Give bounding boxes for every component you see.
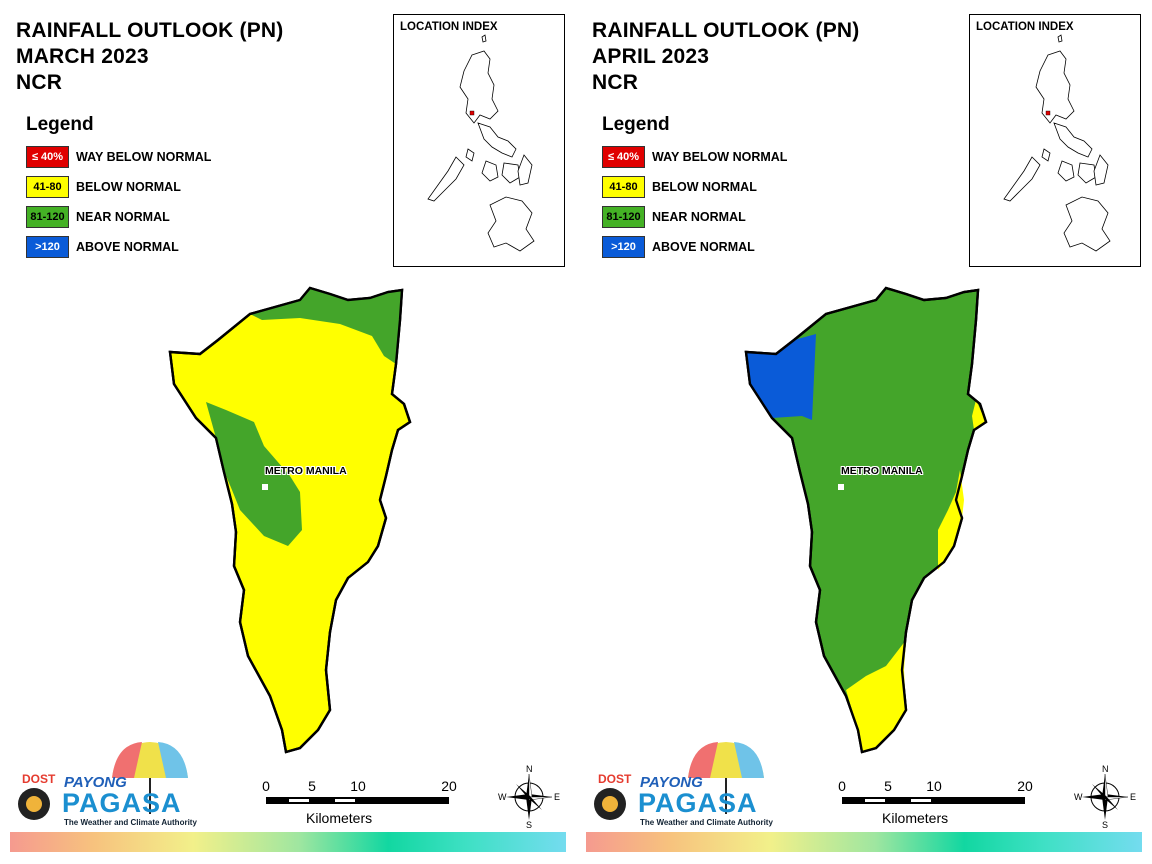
compass-w: W — [498, 792, 507, 802]
legend-label: BELOW NORMAL — [76, 180, 181, 194]
pagasa-label: PAGASA — [62, 788, 182, 818]
compass-w: W — [1074, 792, 1083, 802]
location-index-inset: LOCATION INDEX — [393, 14, 565, 267]
scale-tick: 5 — [308, 778, 316, 794]
scale-tick: 0 — [838, 778, 846, 794]
scale-bar-graphic — [842, 797, 1025, 804]
scale-tick: 0 — [262, 778, 270, 794]
map-title: RAINFALL OUTLOOK (PN) MARCH 2023 NCR — [16, 18, 283, 96]
location-index-inset: LOCATION INDEX — [969, 14, 1141, 267]
umbrella-icon — [594, 742, 764, 820]
legend-item-near: 81-120 NEAR NORMAL — [602, 206, 862, 236]
legend: Legend ≤ 40% WAY BELOW NORMAL 41-80 BELO… — [602, 114, 862, 266]
ncr-rainfall-map — [168, 286, 412, 754]
color-gradient-bar — [10, 832, 566, 852]
legend: Legend ≤ 40% WAY BELOW NORMAL 41-80 BELO… — [26, 114, 286, 266]
compass-n: N — [1102, 764, 1109, 774]
title-line-1: RAINFALL OUTLOOK (PN) — [592, 19, 860, 42]
legend-title: Legend — [602, 114, 670, 135]
location-index-title: LOCATION INDEX — [400, 21, 498, 33]
legend-swatch: ≤ 40% — [602, 146, 645, 168]
metro-manila-label: METRO MANILA — [841, 465, 923, 477]
legend-item-above: >120 ABOVE NORMAL — [26, 236, 286, 266]
scale-bar: 0 5 10 20 Kilometers — [828, 776, 1048, 831]
scale-tick: 10 — [926, 778, 942, 794]
dost-label: DOST — [22, 772, 56, 786]
title-line-1: RAINFALL OUTLOOK (PN) — [16, 19, 284, 42]
legend-swatch: >120 — [26, 236, 69, 258]
map-title: RAINFALL OUTLOOK (PN) APRIL 2023 NCR — [592, 18, 859, 96]
compass-n: N — [526, 764, 533, 774]
logo-tagline: The Weather and Climate Authority — [640, 818, 773, 827]
payong-label: PAYONG — [640, 774, 703, 791]
location-index-title: LOCATION INDEX — [976, 21, 1074, 33]
philippines-outline-map — [427, 34, 535, 252]
legend-label: NEAR NORMAL — [76, 210, 170, 224]
title-line-3: NCR — [592, 71, 639, 94]
pagasa-logo: DOST PAYONG PAGASA The Weather and Clima… — [16, 738, 197, 830]
legend-label: ABOVE NORMAL — [652, 240, 755, 254]
dost-label: DOST — [598, 772, 632, 786]
scale-unit-label: Kilometers — [882, 810, 949, 826]
map-panel-april: RAINFALL OUTLOOK (PN) APRIL 2023 NCR Leg… — [576, 0, 1152, 864]
compass-rose-icon: N S E W — [496, 764, 562, 830]
scale-tick: 20 — [441, 778, 457, 794]
scale-tick: 10 — [350, 778, 366, 794]
scale-tick: 5 — [884, 778, 892, 794]
legend-label: WAY BELOW NORMAL — [652, 150, 788, 164]
pagasa-label: PAGASA — [638, 788, 758, 818]
legend-item-way-below: ≤ 40% WAY BELOW NORMAL — [26, 146, 286, 176]
legend-swatch: 41-80 — [602, 176, 645, 198]
compass-s: S — [1102, 820, 1109, 830]
legend-label: WAY BELOW NORMAL — [76, 150, 212, 164]
legend-title: Legend — [26, 114, 94, 135]
pagasa-logo: DOST PAYONG PAGASA The Weather and Clima… — [592, 738, 773, 830]
legend-item-way-below: ≤ 40% WAY BELOW NORMAL — [602, 146, 862, 176]
color-gradient-bar — [586, 832, 1142, 852]
legend-label: ABOVE NORMAL — [76, 240, 179, 254]
scale-tick: 20 — [1017, 778, 1033, 794]
umbrella-icon — [18, 742, 188, 820]
legend-swatch: >120 — [602, 236, 645, 258]
legend-label: BELOW NORMAL — [652, 180, 757, 194]
legend-item-above: >120 ABOVE NORMAL — [602, 236, 862, 266]
compass-e: E — [1130, 792, 1137, 802]
logo-tagline: The Weather and Climate Authority — [64, 818, 197, 827]
compass-e: E — [554, 792, 561, 802]
ncr-rainfall-map — [744, 286, 988, 754]
payong-label: PAYONG — [64, 774, 127, 791]
legend-item-below: 41-80 BELOW NORMAL — [602, 176, 862, 206]
title-line-2: MARCH 2023 — [16, 45, 149, 68]
legend-item-near: 81-120 NEAR NORMAL — [26, 206, 286, 236]
philippines-outline-map — [1003, 34, 1111, 252]
legend-swatch: 41-80 — [26, 176, 69, 198]
legend-label: NEAR NORMAL — [652, 210, 746, 224]
metro-manila-label: METRO MANILA — [265, 465, 347, 477]
legend-swatch: 81-120 — [602, 206, 645, 228]
scale-unit-label: Kilometers — [306, 810, 373, 826]
scale-bar-graphic — [266, 797, 449, 804]
legend-swatch: 81-120 — [26, 206, 69, 228]
legend-swatch: ≤ 40% — [26, 146, 69, 168]
scale-bar: 0 5 10 20 Kilometers — [252, 776, 472, 831]
title-line-3: NCR — [16, 71, 63, 94]
legend-item-below: 41-80 BELOW NORMAL — [26, 176, 286, 206]
title-line-2: APRIL 2023 — [592, 45, 710, 68]
map-panel-march: RAINFALL OUTLOOK (PN) MARCH 2023 NCR Leg… — [10, 14, 566, 852]
compass-rose-icon: N S E W — [1072, 764, 1138, 830]
compass-s: S — [526, 820, 533, 830]
